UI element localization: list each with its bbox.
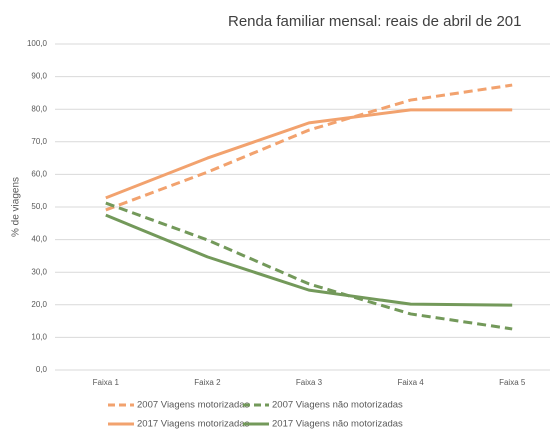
series-line: [105, 213, 513, 307]
x-tick-label: Faixa 1: [93, 378, 120, 387]
x-tick-label: Faixa 3: [296, 378, 323, 387]
legend-label: 2017 Viagens motorizadas: [137, 419, 250, 430]
y-tick-label: 60,0: [31, 170, 47, 179]
x-tick-label: Faixa 2: [194, 378, 221, 387]
y-tick-label: 70,0: [31, 137, 47, 146]
legend-label: 2007 Viagens motorizadas: [137, 400, 250, 411]
y-tick-label: 40,0: [31, 235, 47, 244]
x-tick-label: Faixa 5: [499, 378, 526, 387]
y-tick-label: 50,0: [31, 202, 47, 211]
chart-title: Renda familiar mensal: reais de abril de…: [228, 13, 522, 30]
y-tick-label: 90,0: [31, 72, 47, 81]
y-tick-label: 100,0: [27, 39, 48, 48]
y-tick-label: 30,0: [31, 267, 47, 276]
x-tick-label: Faixa 4: [397, 378, 424, 387]
y-axis-label: % de viagens: [11, 177, 22, 237]
legend-label: 2007 Viagens não motorizadas: [272, 400, 403, 411]
series-line: [105, 83, 513, 212]
y-tick-label: 0,0: [36, 365, 48, 374]
series-line: [105, 108, 513, 200]
y-tick-label: 80,0: [31, 104, 47, 113]
y-tick-label: 10,0: [31, 333, 47, 342]
legend-label: 2017 Viagens não motorizadas: [272, 419, 403, 430]
series-line: [105, 201, 513, 331]
y-tick-label: 20,0: [31, 300, 47, 309]
